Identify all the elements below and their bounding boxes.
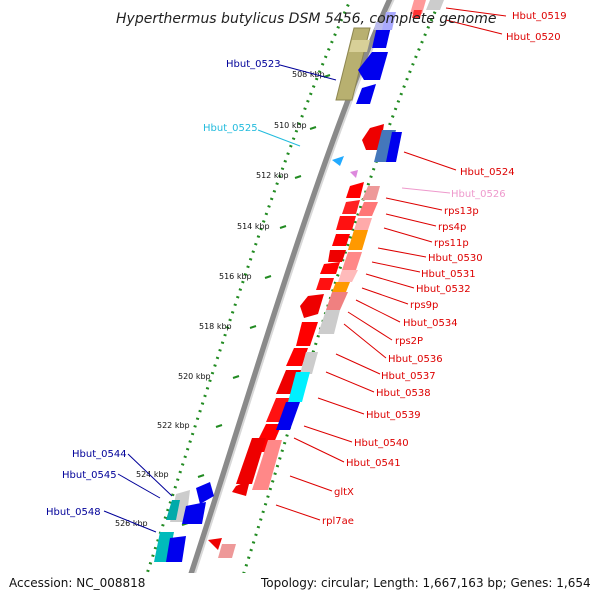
gene-label: rps11p	[434, 238, 469, 249]
kbp-label: 510 kbp	[274, 121, 307, 130]
gene-label: Hbut_0534	[403, 318, 458, 329]
gene-label: Hbut_0523	[226, 59, 281, 70]
gene-label: Hbut_0525	[203, 123, 258, 134]
gene-label: Hbut_0532	[416, 284, 471, 295]
kbp-label: 508 kbp	[292, 70, 325, 79]
gene-label: rps13p	[444, 206, 479, 217]
gene-label: Hbut_0520	[506, 32, 561, 43]
gene-label: Hbut_0519	[512, 11, 567, 22]
leader-lines	[103, 7, 507, 533]
gene-label: rps2P	[395, 336, 423, 347]
footer-background	[0, 573, 600, 600]
kbp-label: 514 kbp	[237, 222, 270, 231]
gene-label: Hbut_0541	[346, 458, 401, 469]
map-title: Hyperthermus butylicus DSM 5456, complet…	[116, 11, 496, 27]
gene-label: rps4p	[438, 222, 466, 233]
kbp-label: 516 kbp	[219, 272, 252, 281]
gene-label: Hbut_0538	[376, 388, 431, 399]
gene-label: Hbut_0531	[421, 269, 476, 280]
kbp-label: 520 kbp	[178, 372, 211, 381]
gene-label: Hbut_0548	[46, 507, 101, 518]
inner-tick-ring	[233, 0, 443, 600]
backbone-arc	[179, 0, 395, 600]
gene-label: Hbut_0526	[451, 189, 506, 200]
kbp-tick-ring	[136, 0, 353, 600]
gene-label: rps9p	[410, 300, 438, 311]
gene-label: Hbut_0537	[381, 371, 436, 382]
gene-label: Hbut_0536	[388, 354, 443, 365]
kbp-label: 526 kbp	[115, 519, 148, 528]
kbp-label: 522 kbp	[157, 421, 190, 430]
kbp-label: 512 kbp	[256, 171, 289, 180]
kbp-label: 524 kbp	[136, 470, 169, 479]
gene-label: Hbut_0530	[428, 253, 483, 264]
gene-label: Hbut_0540	[354, 438, 409, 449]
kbp-label: 518 kbp	[199, 322, 232, 331]
gene-label: Hbut_0544	[72, 449, 127, 460]
gene-label: rpl7ae	[322, 516, 354, 527]
gene-features	[154, 0, 444, 598]
gene-label: Hbut_0545	[62, 470, 117, 481]
accession-text: Accession: NC_008818	[9, 576, 145, 590]
gene-label: Hbut_0524	[460, 167, 515, 178]
gene-label: Hbut_0539	[366, 410, 421, 421]
gene-label: gltX	[334, 487, 354, 498]
genome-summary-text: Topology: circular; Length: 1,667,163 bp…	[260, 576, 591, 590]
